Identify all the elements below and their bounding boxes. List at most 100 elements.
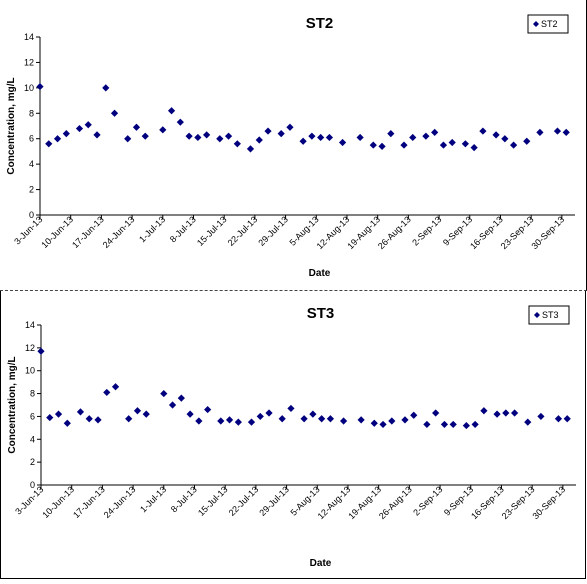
data-point: [300, 415, 308, 423]
y-tick-label: 6: [30, 411, 35, 421]
data-point: [299, 137, 307, 145]
data-point: [338, 138, 347, 147]
data-point: [103, 388, 111, 397]
y-tick-label: 6: [29, 134, 34, 144]
data-point: [563, 415, 571, 423]
data-point: [133, 407, 142, 415]
data-point: [110, 109, 119, 117]
x-tick-label: 2-Sep-13: [411, 484, 444, 517]
legend-marker: [533, 21, 539, 27]
data-point: [422, 132, 430, 140]
data-point: [524, 418, 532, 426]
data-point: [317, 133, 325, 142]
data-point: [233, 140, 241, 148]
y-tick-label: 0: [30, 480, 35, 490]
data-point: [470, 144, 478, 152]
legend-label: ST3: [542, 310, 559, 320]
data-point: [309, 410, 317, 418]
data-point: [356, 133, 364, 142]
data-point: [160, 389, 168, 398]
data-point: [186, 410, 194, 418]
data-point: [449, 420, 457, 429]
x-tick-label: 8-Jul-13: [169, 484, 199, 514]
data-point: [176, 118, 184, 126]
data-point: [409, 133, 417, 142]
data-point: [195, 417, 203, 425]
data-point: [53, 135, 62, 143]
y-tick-label: 14: [24, 32, 34, 42]
chart-st2: ST2024681012143-Jun-1310-Jun-1317-Jun-13…: [6, 14, 575, 279]
x-tick-label: 30-Sep-13: [530, 484, 567, 521]
data-point: [141, 132, 149, 140]
x-axis-label: Date: [309, 268, 331, 279]
data-point: [246, 145, 255, 153]
y-tick-label: 0: [29, 210, 34, 220]
chart-panel-st2: ST2 0 2 4 6 8 10 12 14 3-Jun-13 10-Jun-13 17-Jun-13…: [0, 0, 587, 291]
data-point: [536, 128, 544, 136]
data-point: [36, 82, 44, 91]
data-point: [37, 347, 45, 355]
data-point: [286, 123, 294, 131]
data-point: [387, 130, 395, 138]
data-point: [278, 415, 286, 423]
data-point: [492, 131, 500, 139]
data-point: [177, 394, 185, 402]
data-point: [502, 409, 510, 417]
data-point: [132, 123, 141, 131]
data-point: [400, 141, 408, 149]
data-point: [54, 410, 63, 418]
data-point: [84, 121, 92, 129]
data-point: [308, 132, 316, 140]
data-point: [448, 138, 456, 147]
data-point: [510, 141, 518, 149]
data-point: [62, 130, 70, 138]
data-point: [75, 124, 84, 133]
data-point: [357, 416, 365, 424]
data-point: [224, 132, 233, 140]
x-axis-label: Date: [310, 558, 332, 569]
data-point: [471, 420, 479, 429]
data-point: [256, 412, 264, 421]
data-point: [479, 127, 487, 135]
x-tick-label: 29-Jul-13: [256, 214, 290, 248]
chart-title: ST2: [306, 15, 334, 32]
data-point: [94, 416, 102, 424]
legend-box: [527, 14, 569, 34]
data-point: [125, 415, 133, 423]
data-point: [168, 401, 177, 409]
x-tick-label: 30-Sep-13: [529, 214, 566, 251]
legend-label: ST2: [541, 19, 558, 29]
data-point: [167, 107, 176, 115]
data-point: [325, 133, 334, 142]
chart-title: ST3: [307, 305, 335, 322]
x-tick-label: 17-Jun-13: [70, 214, 106, 250]
data-point: [379, 420, 387, 429]
data-point: [255, 136, 263, 144]
legend: ST3: [528, 305, 570, 325]
data-point: [440, 420, 449, 429]
y-tick-label: 4: [30, 434, 35, 444]
data-point: [554, 415, 563, 423]
data-point: [339, 417, 348, 425]
data-point: [431, 128, 439, 136]
data-point: [493, 410, 501, 418]
y-tick-label: 8: [29, 108, 34, 118]
y-tick-label: 8: [30, 389, 35, 399]
x-tick-label: 1-Jul-13: [138, 484, 168, 514]
data-point: [216, 135, 224, 143]
data-point: [277, 130, 285, 138]
series-st2: [36, 82, 570, 153]
x-tick-label: 15-Jul-13: [196, 484, 230, 518]
data-point: [432, 409, 440, 417]
y-tick-label: 14: [25, 320, 35, 330]
data-point: [461, 140, 469, 148]
data-point: [553, 127, 562, 135]
data-point: [63, 419, 71, 427]
y-tick-label: 12: [25, 343, 35, 353]
data-point: [46, 413, 54, 422]
y-tick-label: 2: [30, 457, 35, 467]
data-point: [76, 408, 85, 416]
data-point: [102, 84, 110, 92]
y-axis-label: Concentration, mg/L: [6, 77, 17, 174]
data-point: [501, 135, 509, 143]
